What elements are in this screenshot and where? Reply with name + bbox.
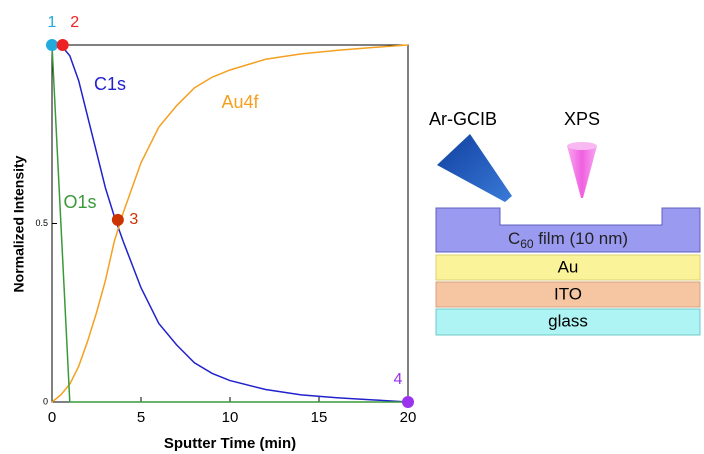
xps-beam-top xyxy=(567,142,597,150)
probe-label: XPS xyxy=(564,109,600,129)
series-label: C1s xyxy=(94,74,126,94)
layer-label: ITO xyxy=(554,284,582,303)
figure: 0 5 10 15 20 0 0.5 C1s Au4f O1s 12 3 4 Sputter Time … xyxy=(0,0,704,454)
layer-label: Au xyxy=(558,257,579,276)
x-tick-label: 0 xyxy=(48,409,56,426)
layer-label: glass xyxy=(548,311,588,330)
marker-point xyxy=(46,39,58,51)
series-label: O1s xyxy=(63,192,96,212)
y-tick-label: 0.5 xyxy=(35,218,48,228)
xps-beam xyxy=(567,146,597,198)
marker-label: 3 xyxy=(129,211,138,228)
series-label: Au4f xyxy=(221,92,259,112)
x-tick-label: 15 xyxy=(311,409,328,426)
x-tick-label: 10 xyxy=(222,409,239,426)
x-tick-label: 20 xyxy=(400,409,417,426)
beam-label: Ar-GCIB xyxy=(429,109,497,129)
x-axis-label: Sputter Time (min) xyxy=(164,435,296,452)
marker-point xyxy=(57,39,69,51)
gcib-beam xyxy=(437,134,512,202)
marker-label: 4 xyxy=(394,371,403,388)
marker-label: 2 xyxy=(70,14,79,31)
y-tick-label: 0 xyxy=(43,396,48,406)
diagram: C60 film (10 nm) Au ITO glass Ar-GCIB XP… xyxy=(429,109,700,335)
marker-point xyxy=(112,214,124,226)
x-tick-label: 5 xyxy=(137,409,145,426)
film-label-base: C xyxy=(508,229,520,248)
y-axis-label: Normalized Intensity xyxy=(11,155,27,292)
marker-point xyxy=(402,396,414,408)
film-label-rest: film (10 nm) xyxy=(534,229,628,248)
marker-label: 1 xyxy=(48,14,57,31)
film-label-sub: 60 xyxy=(520,237,534,251)
